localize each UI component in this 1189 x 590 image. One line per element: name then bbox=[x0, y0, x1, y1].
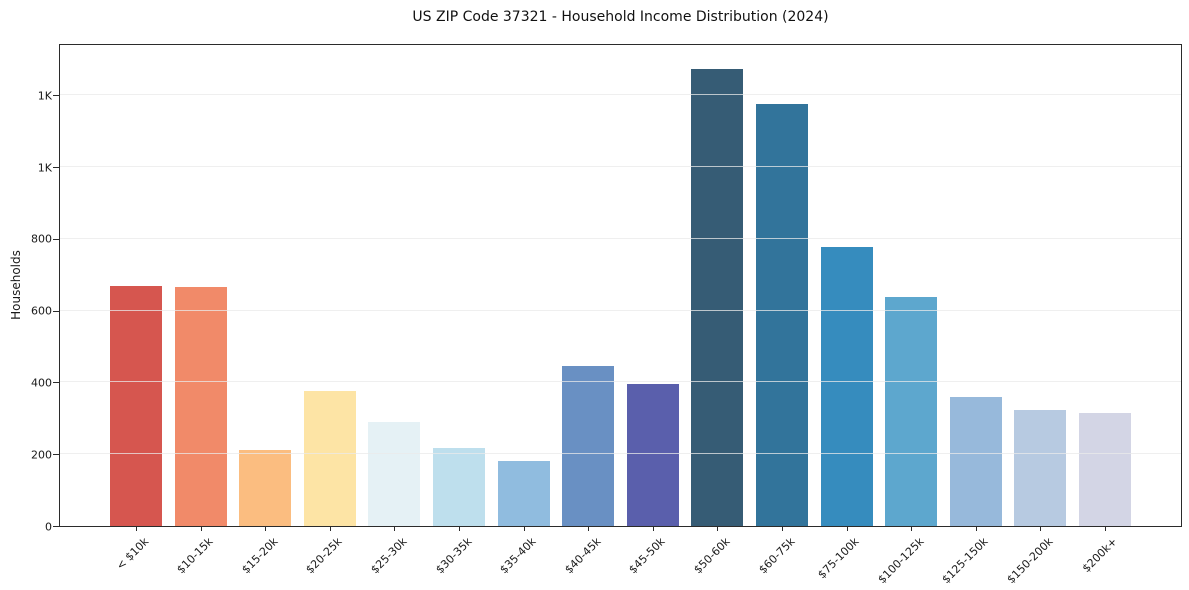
y-tick-label: 1K bbox=[37, 161, 52, 175]
gridline bbox=[60, 453, 1181, 455]
gridline bbox=[60, 166, 1181, 168]
bar-8 bbox=[562, 365, 615, 526]
bar-3 bbox=[239, 450, 292, 526]
y-tick-label: 0 bbox=[45, 520, 52, 533]
x-tick-mark bbox=[588, 526, 590, 531]
y-tick-mark bbox=[53, 382, 59, 384]
x-tick-label: $200k+ bbox=[1080, 535, 1121, 576]
y-tick-mark bbox=[53, 238, 59, 240]
x-tick-label: $20-25k bbox=[303, 535, 346, 577]
x-tick-mark bbox=[1105, 526, 1106, 531]
x-tick-mark bbox=[523, 526, 525, 531]
y-axis-label: Households bbox=[9, 250, 23, 320]
x-tick-mark bbox=[265, 526, 267, 531]
bar-4 bbox=[303, 391, 356, 526]
x-tick-label: $10-15k bbox=[174, 535, 216, 577]
x-tick-mark bbox=[329, 526, 331, 531]
x-tick-label: $60-75k bbox=[755, 535, 798, 577]
x-tick-label: $25-30k bbox=[368, 535, 410, 577]
y-tick-mark bbox=[53, 95, 59, 97]
x-tick-mark bbox=[394, 526, 396, 531]
x-tick-mark bbox=[911, 526, 913, 531]
x-tick-mark bbox=[136, 526, 137, 531]
y-tick-mark bbox=[53, 454, 59, 456]
bar-1 bbox=[110, 285, 162, 526]
bar-15 bbox=[1014, 409, 1067, 526]
x-tick-mark bbox=[717, 526, 719, 531]
bar-16 bbox=[1079, 412, 1131, 526]
x-tick-mark bbox=[459, 526, 460, 531]
y-tick-mark bbox=[53, 526, 59, 527]
gridline bbox=[60, 237, 1181, 239]
x-tick-label: $100-125k bbox=[875, 535, 927, 587]
x-tick-mark bbox=[782, 526, 783, 531]
x-tick-mark bbox=[652, 526, 654, 531]
bar-5 bbox=[368, 421, 421, 526]
plot-area: 0 200 400 600 800 1K 1K < $10k $10-15k $15-20k $20… bbox=[31, 44, 1182, 586]
gridline bbox=[60, 309, 1181, 311]
bar-2 bbox=[174, 286, 227, 526]
bar-13 bbox=[885, 297, 938, 526]
gridline bbox=[60, 381, 1181, 383]
x-tick-mark bbox=[975, 526, 977, 531]
bar-14 bbox=[949, 396, 1002, 526]
x-tick-mark bbox=[846, 526, 848, 531]
y-tick-mark bbox=[53, 310, 59, 312]
bar-10 bbox=[691, 68, 744, 526]
x-tick-mark bbox=[1040, 526, 1042, 531]
x-tick-label: $15-20k bbox=[239, 535, 281, 577]
x-tick-label: $40-45k bbox=[562, 535, 604, 577]
x-tick-label: $125-150k bbox=[939, 535, 992, 587]
y-tick-label: 1K bbox=[37, 89, 52, 103]
bar-6 bbox=[433, 448, 485, 526]
gridline bbox=[60, 94, 1181, 96]
x-tick-label: $150-200k bbox=[1004, 535, 1056, 587]
x-tick-label: $35-40k bbox=[497, 535, 539, 577]
x-tick-mark bbox=[200, 526, 202, 531]
bar-9 bbox=[626, 383, 679, 526]
chart-title: US ZIP Code 37321 - Household Income Dis… bbox=[412, 9, 829, 25]
y-tick-mark bbox=[53, 167, 59, 169]
bar-7 bbox=[497, 461, 550, 526]
y-tick-label: 600 bbox=[31, 304, 52, 318]
bar-11 bbox=[756, 104, 808, 526]
y-tick-label: 800 bbox=[31, 232, 52, 246]
x-tick-label: $30-35k bbox=[432, 535, 475, 577]
x-tick-label: $50-60k bbox=[691, 535, 733, 577]
x-tick-label: < $10k bbox=[113, 535, 152, 573]
y-tick-label: 200 bbox=[31, 448, 52, 462]
bar-12 bbox=[820, 247, 873, 526]
x-tick-label: $75-100k bbox=[815, 535, 862, 582]
y-tick-label: 400 bbox=[31, 376, 52, 390]
x-tick-label: $45-50k bbox=[626, 535, 669, 577]
